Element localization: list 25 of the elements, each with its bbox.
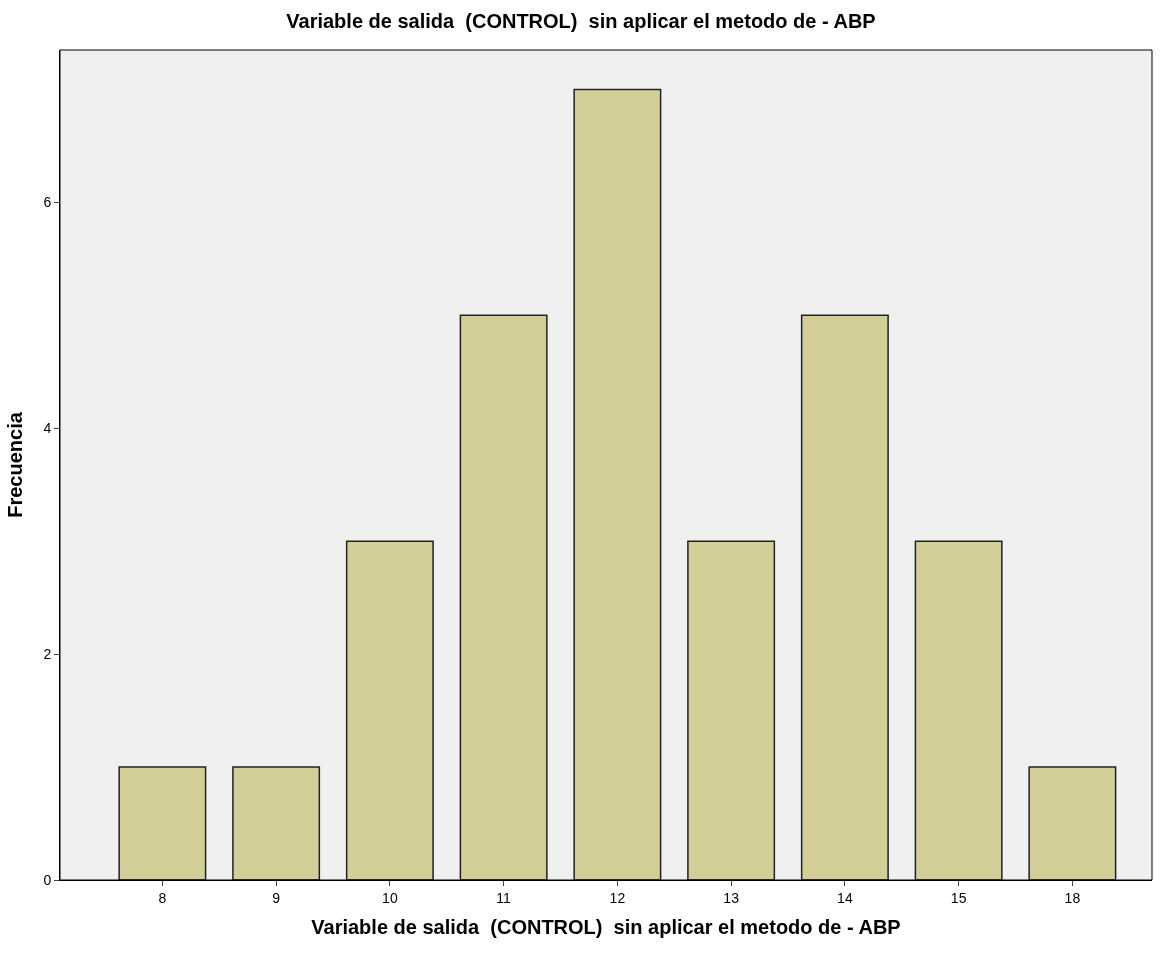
x-tick-label: 10 xyxy=(382,889,398,906)
x-tick-label: 13 xyxy=(723,889,740,906)
y-tick-label: 4 xyxy=(43,420,52,437)
y-axis-title: Frecuencia xyxy=(3,411,26,518)
bar xyxy=(118,766,207,880)
bar xyxy=(1028,766,1117,880)
chart-title: Variable de salida (CONTROL) sin aplicar el metodo de - ABP xyxy=(286,10,876,33)
x-tick-label: 12 xyxy=(609,889,626,906)
bar xyxy=(687,540,776,880)
bar xyxy=(459,314,548,880)
x-axis-title: Variable de salida (CONTROL) sin aplicar el metodo de - ABP xyxy=(311,916,901,939)
bar xyxy=(573,88,662,880)
y-tick-label: 6 xyxy=(43,194,52,211)
bar xyxy=(914,540,1003,880)
x-tick-label: 14 xyxy=(837,889,853,906)
x-tick-label: 15 xyxy=(950,889,967,906)
y-tick-label: 2 xyxy=(43,646,52,663)
x-tick-label: 11 xyxy=(496,889,512,906)
x-tick-label: 9 xyxy=(272,889,281,906)
bar xyxy=(345,540,434,880)
y-tick-label: 0 xyxy=(43,871,52,888)
x-tick-label: 8 xyxy=(158,889,167,906)
x-tick-label: 18 xyxy=(1064,889,1081,906)
bar xyxy=(232,766,321,880)
bar xyxy=(800,314,889,880)
